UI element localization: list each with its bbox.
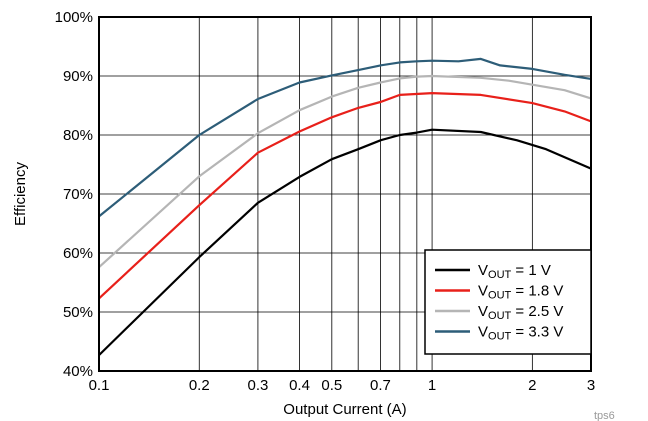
- y-tick-label: 80%: [63, 127, 93, 144]
- watermark-text: tps6: [594, 410, 615, 421]
- y-tick-label: 40%: [63, 363, 93, 380]
- legend-label: VOUT = 1 V: [478, 262, 551, 281]
- y-tick-label: 100%: [55, 9, 93, 26]
- series-lines: [98, 57, 592, 356]
- x-axis-title: Output Current (A): [283, 401, 406, 418]
- legend-label: VOUT = 1.8 V: [478, 283, 563, 302]
- y-tick-label: 60%: [63, 245, 93, 262]
- x-tick-label: 0.4: [289, 377, 310, 394]
- tick-labels: 0.1 0.2 0.3 0.4 0.5 0.7 1 2 3 40% 50% 60% 70% 80% 90% 1…: [55, 9, 596, 394]
- x-tick-label: 3: [587, 377, 595, 394]
- x-tick-label: 0.3: [247, 377, 268, 394]
- x-tick-label: 0.2: [189, 377, 210, 394]
- legend-label: VOUT = 2.5 V: [478, 303, 563, 322]
- x-tick-label: 0.1: [89, 377, 110, 394]
- x-tick-label: 0.5: [321, 377, 342, 394]
- series-line: [98, 74, 592, 269]
- x-tick-label: 1: [428, 377, 436, 394]
- x-tick-label: 0.7: [370, 377, 391, 394]
- legend-box: [424, 249, 592, 355]
- x-tick-label: 2: [528, 377, 536, 394]
- y-tick-label: 50%: [63, 304, 93, 321]
- series-line: [98, 57, 592, 218]
- legend-label: VOUT = 3.3 V: [478, 324, 563, 343]
- series-line: [98, 128, 592, 356]
- y-tick-label: 70%: [63, 186, 93, 203]
- y-axis-title: Efficiency: [12, 162, 29, 226]
- series-line: [98, 91, 592, 300]
- plot-frame: [98, 16, 592, 372]
- y-tick-label: 90%: [63, 68, 93, 85]
